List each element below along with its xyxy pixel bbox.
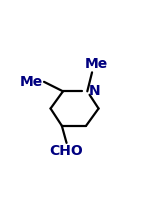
Text: N: N bbox=[88, 84, 100, 98]
Text: CHO: CHO bbox=[50, 144, 83, 158]
Text: Me: Me bbox=[20, 75, 43, 89]
Text: Me: Me bbox=[85, 57, 108, 71]
